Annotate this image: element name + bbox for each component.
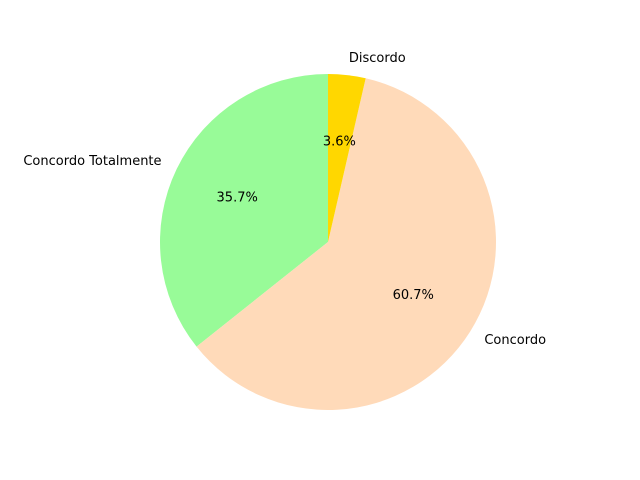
slice-label-discordo: Discordo	[349, 51, 406, 66]
pie-slices	[159, 74, 496, 411]
slice-label-concordo: Concordo	[484, 333, 546, 348]
pct-label-concordo: 60.7%	[393, 288, 434, 303]
pie-slice-concordo	[196, 78, 496, 411]
pie-slice-concordo-totalmente	[159, 74, 328, 347]
pie-labels: Concordo Totalmente 35.7% Concordo 60.7% Dis…	[23, 51, 546, 348]
pie-slice-discordo	[328, 74, 366, 242]
slice-label-concordo-totalmente: Concordo Totalmente	[23, 154, 161, 169]
pct-label-discordo: 3.6%	[323, 134, 356, 149]
pct-label-concordo-totalmente: 35.7%	[217, 191, 258, 206]
